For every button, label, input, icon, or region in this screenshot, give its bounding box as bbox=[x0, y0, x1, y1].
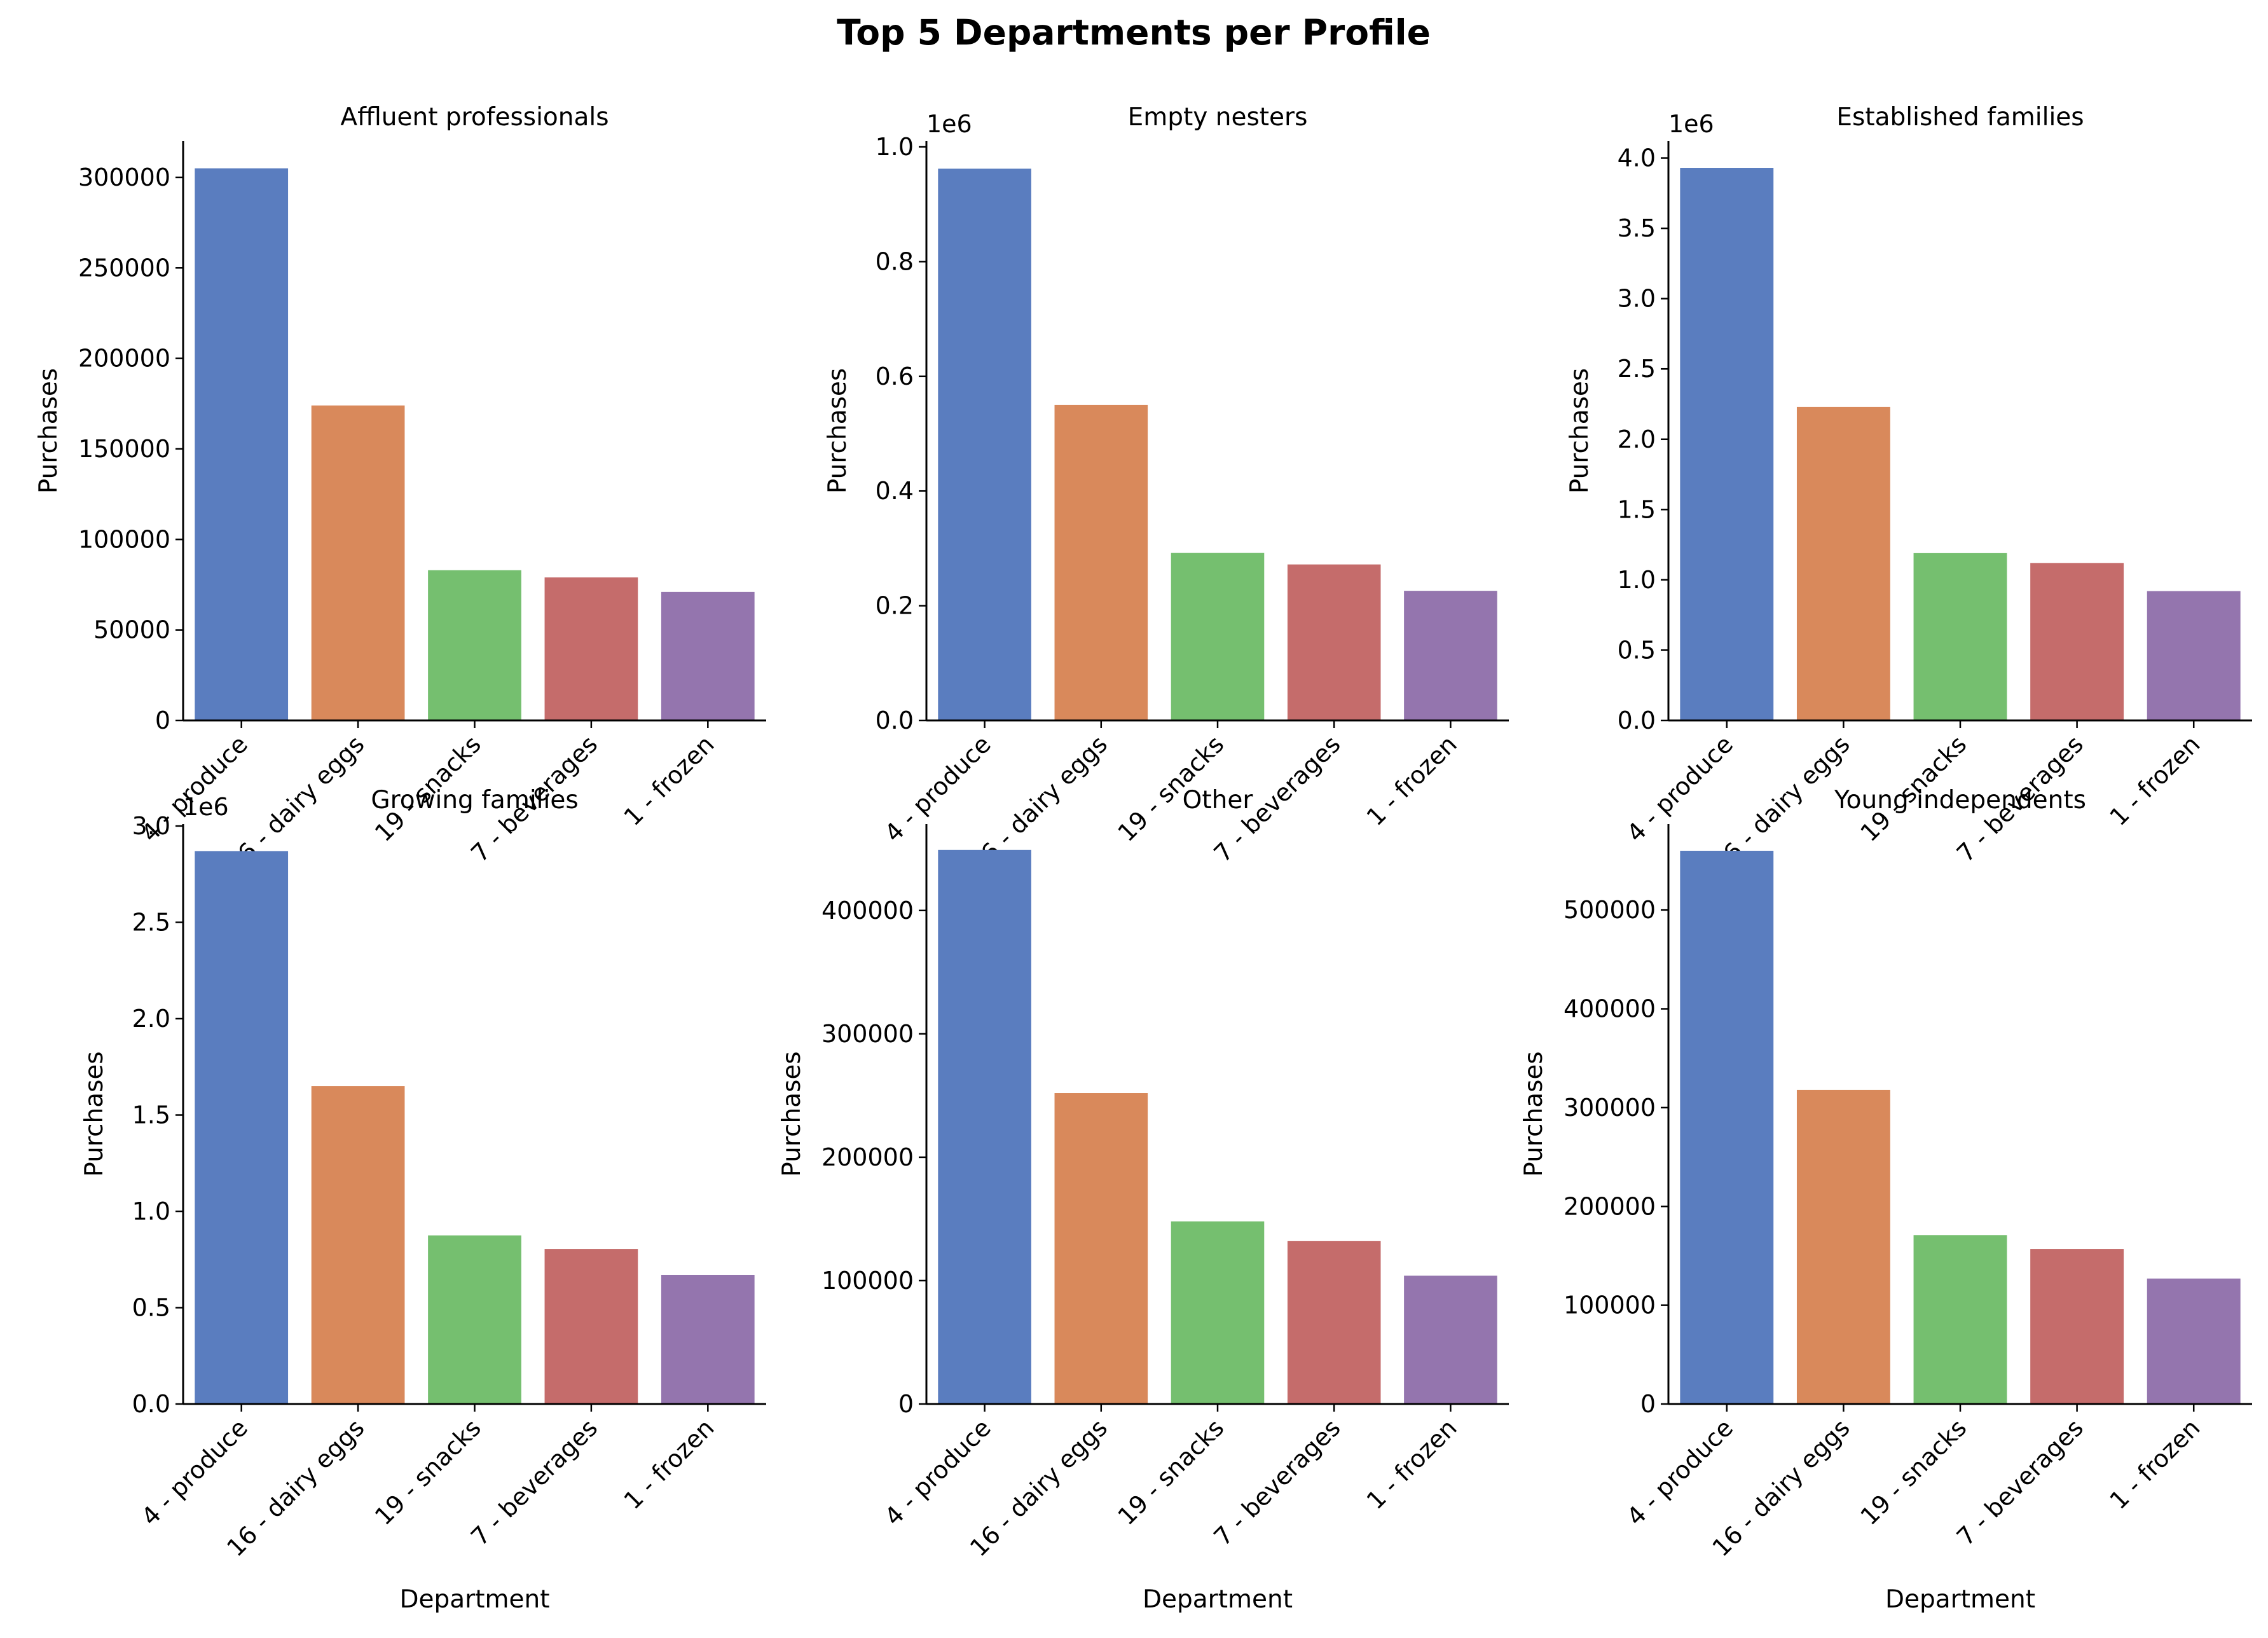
y-tick-label: 2.0 bbox=[1618, 425, 1656, 453]
bar bbox=[2147, 591, 2241, 720]
y-tick-label: 0.2 bbox=[876, 592, 914, 620]
bar bbox=[544, 577, 638, 720]
y-tick-label: 100000 bbox=[1564, 1291, 1656, 1319]
bar bbox=[1680, 850, 1774, 1404]
y-tick-label: 300000 bbox=[1564, 1094, 1656, 1122]
bar bbox=[2030, 1249, 2124, 1404]
y-tick-label: 300000 bbox=[821, 1020, 914, 1048]
bar bbox=[1171, 1221, 1265, 1404]
bar bbox=[428, 570, 521, 720]
y-tick-label: 200000 bbox=[821, 1143, 914, 1171]
y-tick-label: 2.5 bbox=[1618, 355, 1656, 383]
y-tick-label: 400000 bbox=[821, 897, 914, 925]
y-tick-label: 2.5 bbox=[132, 909, 170, 937]
bar bbox=[195, 168, 289, 720]
y-tick-label: 1.5 bbox=[1618, 495, 1656, 523]
bar bbox=[1404, 591, 1497, 720]
bar bbox=[1796, 406, 1890, 720]
y-tick-label: 0.8 bbox=[876, 247, 914, 275]
y-axis-title: Purchases bbox=[34, 368, 63, 493]
bar bbox=[661, 1274, 755, 1404]
y-tick-label: 100000 bbox=[78, 525, 170, 553]
y-tick-label: 400000 bbox=[1564, 995, 1656, 1023]
bar bbox=[1913, 1235, 2007, 1404]
y-axis-title: Purchases bbox=[80, 1051, 109, 1176]
y-tick-label: 1.5 bbox=[132, 1101, 170, 1129]
y-tick-label: 0.5 bbox=[132, 1294, 170, 1322]
y-tick-label: 1.0 bbox=[1618, 566, 1656, 594]
y-axis-title: Purchases bbox=[1565, 368, 1594, 493]
y-tick-label: 2.0 bbox=[132, 1005, 170, 1033]
y-tick-label: 1.0 bbox=[876, 133, 914, 161]
panel-title: Established families bbox=[1836, 103, 2084, 132]
y-tick-label: 100000 bbox=[821, 1267, 914, 1295]
bar bbox=[1796, 1089, 1890, 1404]
bar bbox=[661, 591, 755, 720]
y-tick-label: 500000 bbox=[1564, 896, 1656, 924]
y-tick-label: 50000 bbox=[93, 616, 170, 644]
x-axis-title: Department bbox=[400, 1585, 550, 1614]
bar bbox=[1680, 168, 1774, 720]
panel-title: Growing families bbox=[371, 786, 578, 815]
bar bbox=[311, 405, 405, 720]
bar bbox=[938, 850, 1031, 1404]
bar bbox=[195, 851, 289, 1404]
bar bbox=[544, 1249, 638, 1404]
y-tick-label: 200000 bbox=[1564, 1192, 1656, 1220]
y-tick-label: 200000 bbox=[78, 345, 170, 373]
bar bbox=[1054, 1093, 1148, 1404]
y-tick-label: 1.0 bbox=[132, 1197, 170, 1225]
bar bbox=[428, 1235, 521, 1404]
x-axis-title: Department bbox=[1143, 1585, 1293, 1614]
panel-title: Young independents bbox=[1834, 786, 2086, 815]
y-axis-title: Purchases bbox=[823, 368, 852, 493]
y-tick-label: 4.0 bbox=[1618, 144, 1656, 172]
y-tick-label: 0.6 bbox=[876, 362, 914, 390]
y-tick-label: 3.0 bbox=[1618, 285, 1656, 313]
x-axis-title: Department bbox=[1885, 1585, 2035, 1614]
y-tick-label: 300000 bbox=[78, 163, 170, 191]
y-tick-label: 3.5 bbox=[1618, 214, 1656, 242]
y-tick-label: 0 bbox=[155, 706, 170, 734]
bar bbox=[938, 169, 1031, 720]
y-axis-title: Purchases bbox=[1520, 1051, 1548, 1176]
y-offset-label: 1e6 bbox=[183, 793, 229, 821]
bar bbox=[2030, 563, 2124, 720]
y-tick-label: 0.4 bbox=[876, 477, 914, 505]
bar bbox=[311, 1086, 405, 1404]
y-tick-label: 0.0 bbox=[876, 706, 914, 734]
bar bbox=[1913, 553, 2007, 720]
bar bbox=[2147, 1278, 2241, 1404]
y-tick-label: 0.0 bbox=[1618, 706, 1656, 734]
bar bbox=[1171, 553, 1265, 720]
bar bbox=[1404, 1276, 1497, 1404]
y-tick-label: 3.0 bbox=[132, 812, 170, 840]
figure-title: Top 5 Departments per Profile bbox=[837, 12, 1431, 53]
panel-title: Empty nesters bbox=[1128, 103, 1308, 132]
panel-title: Other bbox=[1183, 786, 1254, 815]
panel-title: Affluent professionals bbox=[340, 103, 608, 132]
y-offset-label: 1e6 bbox=[926, 110, 972, 138]
y-tick-label: 0 bbox=[898, 1390, 914, 1418]
bar bbox=[1287, 564, 1381, 720]
y-tick-label: 0.5 bbox=[1618, 636, 1656, 664]
y-offset-label: 1e6 bbox=[1668, 110, 1714, 138]
bar bbox=[1054, 404, 1148, 720]
y-tick-label: 0.0 bbox=[132, 1390, 170, 1418]
y-tick-label: 250000 bbox=[78, 254, 170, 282]
y-tick-label: 0 bbox=[1640, 1390, 1656, 1418]
y-axis-title: Purchases bbox=[778, 1051, 806, 1176]
y-tick-label: 150000 bbox=[78, 435, 170, 463]
bar bbox=[1287, 1241, 1381, 1404]
